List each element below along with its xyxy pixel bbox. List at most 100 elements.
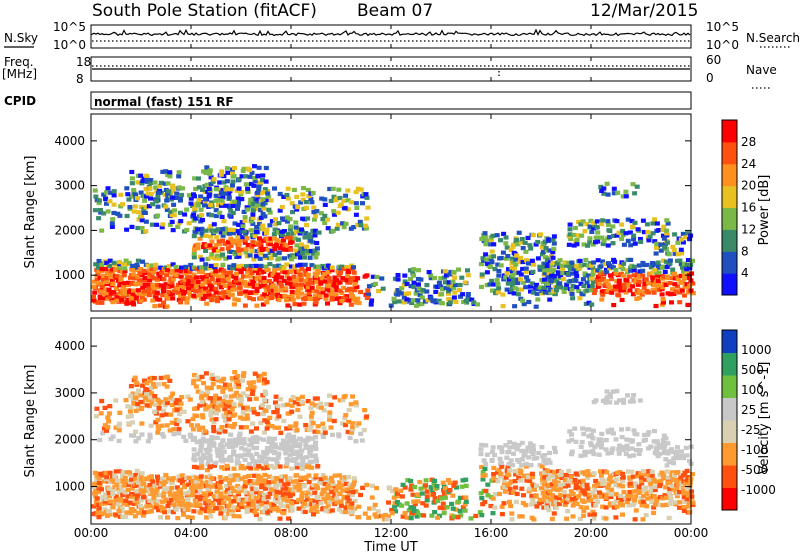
velocity-cell (666, 490, 672, 495)
power-cell (259, 247, 265, 252)
velocity-cell (208, 409, 214, 414)
velocity-cell (372, 502, 378, 508)
power-cell (104, 190, 109, 195)
velocity-cell (334, 500, 340, 505)
velocity-cell (185, 496, 191, 502)
velocity-cell (526, 489, 532, 494)
power-cell (109, 297, 115, 302)
power-cell (219, 285, 224, 290)
power-cell (413, 291, 419, 296)
velocity-cell (312, 501, 318, 507)
power-cell (222, 230, 228, 235)
velocity-cell (228, 399, 234, 404)
power-cell (199, 275, 205, 280)
velocity-cell (627, 476, 633, 481)
velocity-cell (231, 514, 237, 519)
power-cell (311, 217, 317, 222)
power-cell (226, 231, 232, 236)
velocity-cell (299, 493, 305, 499)
power-cell (151, 269, 157, 275)
power-cell (431, 299, 437, 304)
velocity-cell (598, 437, 604, 442)
power-cell (165, 191, 171, 196)
power-cell (247, 266, 253, 271)
velocity-cell (173, 491, 178, 496)
velocity-cell (265, 422, 271, 427)
power-cell (187, 269, 193, 275)
power-cell (637, 273, 643, 278)
power-cell (284, 281, 290, 286)
velocity-cell (276, 414, 282, 419)
velocity-cell (145, 439, 151, 444)
velocity-cell (646, 476, 652, 481)
power-cell (630, 224, 635, 229)
velocity-cell (318, 476, 324, 482)
velocity-cell (539, 499, 544, 505)
power-cell (305, 249, 311, 254)
power-cell (199, 265, 205, 270)
velocity-cell (664, 463, 670, 468)
power-cell (304, 244, 310, 249)
power-cell (176, 185, 182, 190)
power-cell (182, 271, 188, 276)
velocity-cell (613, 482, 619, 488)
power-cell (242, 240, 248, 245)
velocity-cell (214, 411, 219, 416)
velocity-cell (552, 445, 557, 451)
power-cell (96, 265, 101, 270)
power-cell (518, 277, 524, 282)
velocity-cell (603, 400, 609, 405)
power-cell (191, 192, 196, 197)
velocity-cell (110, 487, 116, 493)
velocity-cell (207, 506, 213, 511)
power-cell (334, 196, 340, 201)
velocity-cell (253, 396, 259, 401)
velocity-cell (569, 496, 575, 502)
power-cell (241, 166, 247, 171)
velocity-cell (116, 423, 122, 429)
power-cell (309, 248, 314, 254)
velocity-cell (140, 383, 146, 388)
power-cell (582, 229, 588, 234)
velocity-cell (624, 437, 630, 442)
velocity-cell (330, 481, 336, 486)
velocity-cell (196, 377, 202, 382)
velocity-cell (129, 486, 135, 491)
power-cell (365, 205, 371, 210)
power-cell (223, 270, 229, 276)
velocity-cell (176, 426, 182, 432)
power-cell (212, 280, 218, 285)
power-cell (240, 274, 246, 279)
power-cell (334, 288, 340, 293)
power-cell (663, 259, 669, 264)
power-cell (278, 288, 284, 293)
power-cell (326, 278, 332, 283)
power-cell (322, 220, 328, 225)
power-cell (348, 302, 354, 307)
velocity-cell (393, 487, 399, 492)
velocity-cell (152, 409, 157, 414)
power-cell (572, 225, 578, 231)
velocity-cell (312, 498, 318, 503)
power-cell (647, 271, 653, 276)
velocity-cell (282, 474, 288, 479)
velocity-cell (235, 507, 241, 512)
velocity-cell (507, 499, 512, 505)
power-cell (250, 240, 256, 245)
power-cell (232, 166, 237, 171)
velocity-cell (171, 427, 177, 432)
velocity-cell (681, 508, 687, 513)
velocity-cell (197, 448, 203, 453)
power-cell (126, 197, 132, 202)
velocity-cell (232, 473, 238, 478)
power-cell (219, 214, 225, 219)
power-cell (527, 243, 533, 248)
velocity-colorbar-tick: -1000 (741, 483, 776, 497)
velocity-cell (573, 439, 579, 444)
velocity-cell (199, 442, 205, 447)
velocity-cell (174, 485, 180, 490)
power-cell (138, 298, 144, 303)
power-cell (524, 258, 529, 263)
velocity-cell (122, 475, 128, 480)
velocity-cell (527, 486, 533, 492)
